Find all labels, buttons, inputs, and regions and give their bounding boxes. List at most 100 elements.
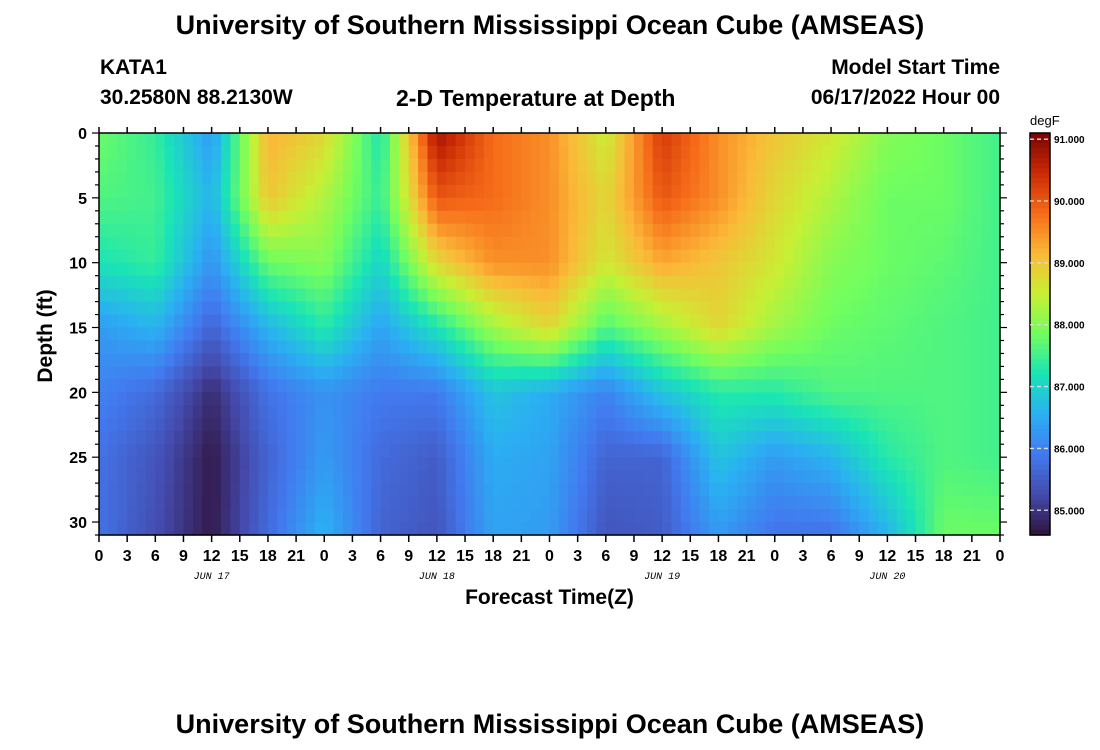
heatmap-cell: [371, 236, 382, 251]
heatmap-cell: [596, 327, 607, 342]
heatmap-cell: [521, 470, 532, 484]
heatmap-cell: [436, 210, 447, 225]
heatmap-cell: [737, 353, 748, 368]
heatmap-cell: [352, 158, 363, 173]
heatmap-cell: [652, 327, 663, 342]
heatmap-cell: [934, 327, 945, 342]
heatmap-cell: [906, 223, 917, 238]
heatmap-cell: [493, 210, 504, 225]
heatmap-cell: [802, 496, 813, 510]
heatmap-cell: [953, 392, 964, 406]
heatmap-cell: [493, 236, 504, 251]
heatmap-cell: [155, 236, 166, 251]
heatmap-cell: [136, 236, 147, 251]
heatmap-cell: [596, 379, 607, 393]
colorbar-band: [1030, 349, 1050, 355]
heatmap-cell: [971, 210, 982, 225]
heatmap-cell: [821, 379, 832, 393]
heatmap-cell: [211, 366, 222, 380]
heatmap-cell: [221, 418, 231, 432]
heatmap-cell: [596, 353, 607, 368]
heatmap-cell: [108, 262, 119, 277]
heatmap-cell: [296, 275, 307, 290]
heatmap-cell: [258, 353, 269, 368]
heatmap-cell: [296, 262, 307, 277]
heatmap-cell: [877, 509, 888, 523]
colorbar-band: [1030, 283, 1050, 290]
heatmap-cell: [643, 288, 654, 303]
heatmap-cell: [305, 470, 316, 484]
heatmap-cell: [934, 288, 945, 303]
heatmap-cell: [605, 379, 616, 393]
heatmap-cell: [624, 379, 635, 393]
heatmap-cell: [906, 133, 917, 147]
heatmap-cell: [690, 418, 701, 432]
heatmap-cell: [849, 392, 860, 406]
heatmap-cell: [399, 158, 410, 173]
heatmap-cell: [117, 340, 128, 355]
heatmap-cell: [831, 288, 842, 303]
heatmap-cell: [699, 483, 710, 497]
heatmap-cell: [709, 171, 720, 186]
heatmap-cell: [465, 496, 476, 510]
heatmap-cell: [615, 327, 626, 342]
heatmap-cell: [924, 418, 935, 432]
heatmap-cell: [192, 171, 203, 186]
heatmap-cell: [915, 236, 926, 251]
heatmap-cell: [164, 171, 175, 186]
heatmap-cell: [314, 133, 325, 147]
heatmap-cell: [239, 366, 250, 380]
heatmap-cell: [99, 288, 109, 303]
heatmap-cell: [934, 197, 945, 212]
heatmap-cell: [117, 379, 128, 393]
heatmap-cell: [821, 145, 832, 160]
heatmap-cell: [493, 158, 504, 173]
colorbar-band: [1030, 133, 1050, 139]
heatmap-cell: [896, 210, 907, 225]
heatmap-cell: [408, 236, 419, 251]
colorbar-band: [1030, 293, 1050, 300]
heatmap-cell: [896, 496, 907, 510]
heatmap-cell: [408, 301, 419, 316]
heatmap-cell: [183, 275, 194, 290]
heatmap-cell: [934, 444, 945, 458]
heatmap-cell: [690, 483, 701, 497]
heatmap-cell: [896, 340, 907, 355]
heatmap-cell: [718, 262, 729, 277]
heatmap-cell: [211, 470, 222, 484]
heatmap-cell: [267, 249, 278, 264]
heatmap-cell: [793, 405, 804, 419]
heatmap-cell: [343, 509, 354, 523]
heatmap-cell: [624, 145, 635, 160]
heatmap-cell: [521, 158, 532, 173]
heatmap-cell: [540, 483, 551, 497]
heatmap-cell: [455, 353, 466, 368]
heatmap-cell: [483, 340, 494, 355]
heatmap-cell: [737, 275, 748, 290]
heatmap-cell: [718, 171, 729, 186]
heatmap-cell: [877, 353, 888, 368]
heatmap-cell: [690, 522, 701, 536]
heatmap-cell: [493, 379, 504, 393]
heatmap-cell: [624, 457, 635, 471]
heatmap-cell: [755, 171, 766, 186]
heatmap-cell: [633, 470, 644, 484]
heatmap-cell: [108, 288, 119, 303]
heatmap-cell: [296, 288, 307, 303]
heatmap-cell: [465, 133, 476, 147]
heatmap-cell: [831, 457, 842, 471]
heatmap-cell: [99, 210, 109, 225]
heatmap-cell: [296, 444, 307, 458]
heatmap-cell: [633, 431, 644, 445]
heatmap-cell: [709, 236, 720, 251]
heatmap-cell: [699, 405, 710, 419]
heatmap-cell: [849, 262, 860, 277]
heatmap-cell: [211, 379, 222, 393]
heatmap-cell: [324, 379, 335, 393]
heatmap-cell: [221, 145, 231, 160]
heatmap-cell: [530, 184, 541, 199]
heatmap-cell: [117, 197, 128, 212]
heatmap-cell: [577, 405, 588, 419]
heatmap-cell: [502, 340, 513, 355]
heatmap-cell: [849, 158, 860, 173]
